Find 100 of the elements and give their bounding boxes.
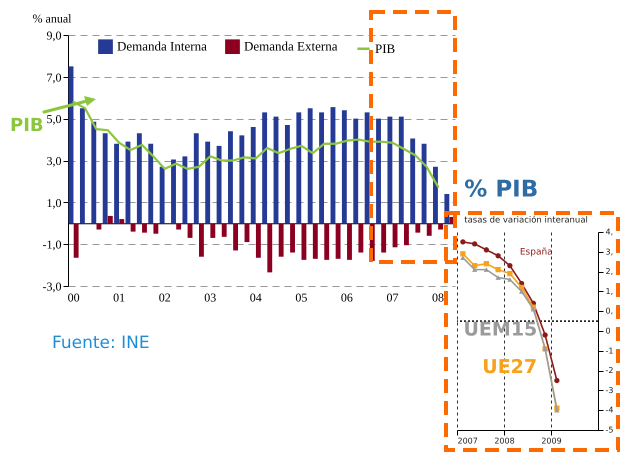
chart-title: % PIB [464, 176, 538, 202]
bar [216, 146, 222, 224]
bar [296, 112, 302, 224]
y-tick-label: 3,0 [46, 154, 62, 168]
y-tick-label: -1 [606, 346, 614, 356]
bar [433, 166, 438, 224]
bar [274, 116, 278, 224]
bar [96, 223, 102, 230]
y-tick-label: 0, [606, 306, 614, 316]
bar [319, 112, 324, 224]
bar [171, 159, 176, 224]
bar [198, 223, 204, 257]
bar [301, 223, 306, 260]
bar [404, 223, 409, 246]
chart-subtitle: tasas de variación interanual [464, 216, 588, 226]
bar [176, 223, 182, 230]
bar [347, 223, 352, 260]
bar [278, 223, 284, 257]
bar [387, 116, 392, 224]
x-tick-label: 02 [158, 290, 171, 304]
y-tick-label: -4 [606, 406, 614, 415]
bar [353, 118, 358, 224]
x-tick-label: 03 [204, 290, 216, 304]
y-tick-label: -3,0 [42, 280, 62, 294]
bar [228, 131, 233, 224]
bar [205, 142, 210, 224]
bar [239, 135, 244, 224]
bar [160, 166, 165, 224]
bar [80, 108, 85, 224]
bar [142, 223, 147, 233]
bar [308, 108, 313, 224]
bar [358, 223, 364, 253]
bar [392, 223, 398, 248]
bar [422, 144, 427, 224]
bar [74, 223, 79, 258]
text: PIB [10, 115, 44, 136]
bar [194, 133, 199, 224]
bar [426, 223, 432, 236]
y-tick-label: 7,0 [46, 70, 62, 84]
y-tick-label: 2, [606, 267, 614, 276]
x-tick-label: 04 [250, 290, 262, 304]
bar [153, 223, 158, 234]
bar [324, 223, 330, 260]
bar [222, 223, 227, 237]
bar [244, 223, 250, 242]
x-tick-label: 01 [113, 290, 126, 304]
bar [108, 216, 113, 224]
bar [68, 66, 74, 224]
bar [410, 138, 416, 224]
series-label: España [520, 248, 553, 258]
bar [267, 223, 272, 272]
legend-label: PIB [375, 40, 396, 56]
y-axis-title: % anual [32, 12, 72, 26]
bar [312, 223, 318, 259]
x-tick-label: 06 [340, 290, 353, 304]
x-tick-label: 2007 [458, 436, 478, 446]
x-tick-label: 2008 [494, 436, 515, 446]
x-tick-label: 00 [68, 290, 80, 304]
bar [210, 223, 216, 238]
y-tick-label: 4, [606, 228, 614, 236]
x-tick-label: 07 [386, 290, 398, 304]
bar [126, 142, 130, 224]
bar [188, 223, 192, 238]
y-tick-label: 0 [606, 326, 611, 336]
bar [438, 223, 444, 230]
x-tick-label: 08 [432, 290, 444, 304]
legend-label: Demanda Externa [244, 38, 338, 54]
bar [342, 110, 347, 224]
series-label: UEM15 [463, 318, 538, 341]
bar [262, 112, 268, 224]
y-tick-label: 9,0 [46, 28, 62, 42]
bar [364, 112, 370, 224]
y-tick-label: -1,0 [42, 238, 62, 252]
y-tick-label: 5,0 [46, 112, 62, 126]
x-tick-label: 2009 [541, 436, 562, 446]
bar [130, 223, 136, 232]
source-note: Fuente: INE [52, 333, 150, 353]
legend-label: Demanda Interna [117, 38, 208, 54]
bar [250, 127, 256, 224]
bar [330, 107, 336, 224]
bar [290, 223, 295, 253]
y-tick-label: -3 [606, 386, 614, 395]
bar [284, 124, 290, 224]
bar [398, 116, 404, 224]
y-tick-label: 3, [606, 247, 614, 256]
bar [102, 133, 108, 224]
bar [233, 223, 238, 250]
y-tick-label: 1,0 [46, 196, 62, 210]
y-tick-label: -2 [606, 366, 614, 376]
y-tick-label: -5 [606, 426, 614, 434]
bar [415, 223, 420, 233]
bar [136, 133, 142, 224]
bar [119, 219, 124, 224]
x-tick-label: 05 [295, 290, 308, 304]
bar [256, 223, 261, 258]
bar [381, 223, 386, 253]
series-label: UE27 [482, 356, 538, 378]
bar [376, 118, 381, 224]
bar [182, 156, 188, 224]
y-tick-label: 1, [606, 286, 614, 296]
